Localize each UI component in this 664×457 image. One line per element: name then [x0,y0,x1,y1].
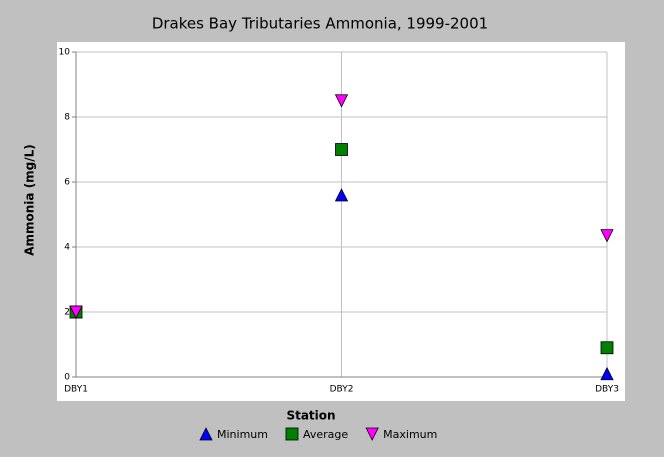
x-tick-label: DBY2 [330,385,354,395]
x-axis-title: Station [286,409,335,423]
legend: Minimum Average Maximum [199,427,437,441]
y-tick-label: 4 [64,243,70,253]
y-tick-label: 0 [64,373,70,383]
marks [69,94,614,381]
point [69,305,83,319]
point [334,188,349,202]
point [600,341,614,355]
chart-title: Drakes Bay Tributaries Ammonia, 1999-200… [152,15,488,33]
point [600,366,614,381]
y-tick-label: 6 [64,178,70,188]
x-tick-label: DBY3 [595,385,619,395]
legend-marker [285,427,299,441]
y-tick-label: 8 [64,113,70,123]
point [600,229,614,243]
x-tick-label: DBY1 [64,385,88,395]
legend-marker [199,427,213,441]
y-tick-label: 2 [64,308,70,318]
y-axis-title: Ammonia (mg/L) [23,144,37,256]
legend-label: Maximum [383,428,437,441]
legend-label: Average [303,428,348,441]
legend-label: Minimum [217,428,268,441]
legend-marker [365,427,379,441]
y-tick-label: 10 [59,48,71,58]
point [335,143,348,156]
point [334,94,349,108]
grid: 0 2 4 6 8 10 DBY1 DBY2 DBY3 [59,48,619,395]
